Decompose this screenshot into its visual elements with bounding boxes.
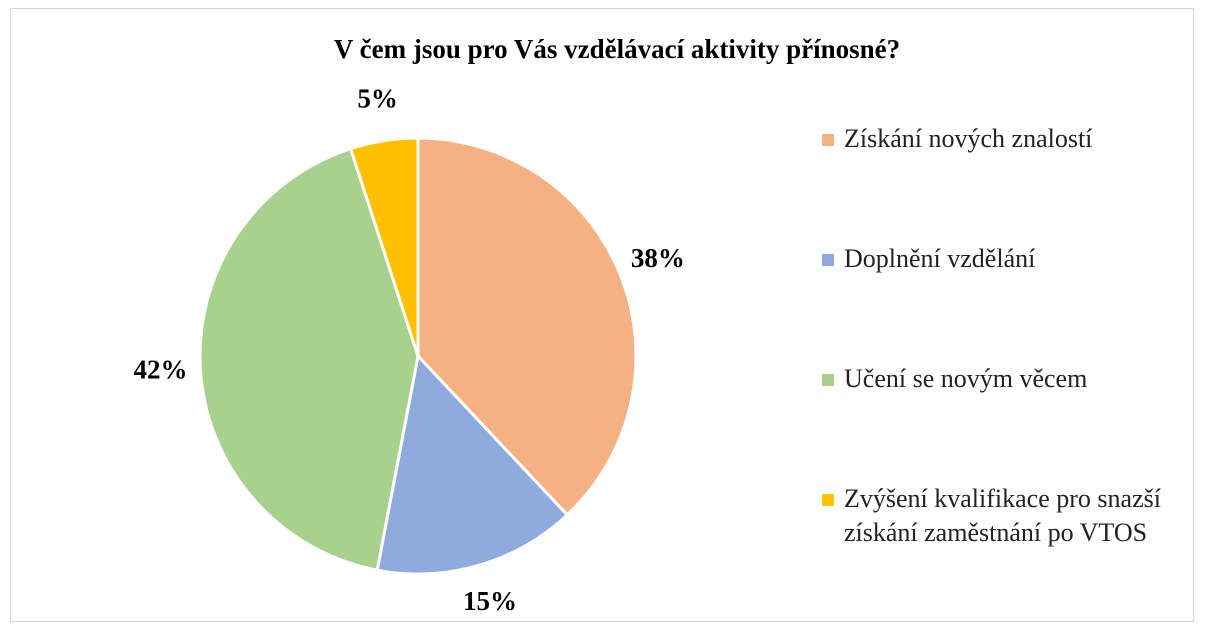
chart-frame — [10, 8, 1194, 622]
legend-label: Získání nových znalostí — [844, 124, 1093, 153]
pie-slice — [375, 352, 570, 576]
legend-swatch — [822, 374, 834, 386]
legend-item: Získání nových znalostí — [822, 122, 1182, 242]
pie-slice — [348, 136, 420, 357]
legend-swatch — [822, 494, 834, 506]
data-label: 15% — [463, 586, 517, 616]
pie-slice — [198, 146, 420, 572]
pie-slice — [416, 136, 638, 518]
legend-label: Zvýšení kvalifikace pro snazší získání z… — [844, 484, 1161, 547]
legend-item: Doplnění vzdělání — [822, 242, 1182, 362]
legend: Získání nových znalostí Doplnění vzdělání… — [822, 122, 1182, 602]
data-label: 38% — [631, 243, 685, 273]
legend-swatch — [822, 134, 834, 146]
legend-item: Učení se novým věcem — [822, 362, 1182, 482]
data-label: 42% — [134, 354, 188, 384]
legend-label: Učení se novým věcem — [844, 364, 1088, 393]
chart-title: V čem jsou pro Vás vzdělávací aktivity p… — [334, 34, 900, 64]
legend-label: Doplnění vzdělání — [844, 244, 1036, 273]
data-label: 5% — [357, 83, 398, 113]
legend-swatch — [822, 254, 834, 266]
legend-item: Zvýšení kvalifikace pro snazší získání z… — [822, 482, 1182, 602]
